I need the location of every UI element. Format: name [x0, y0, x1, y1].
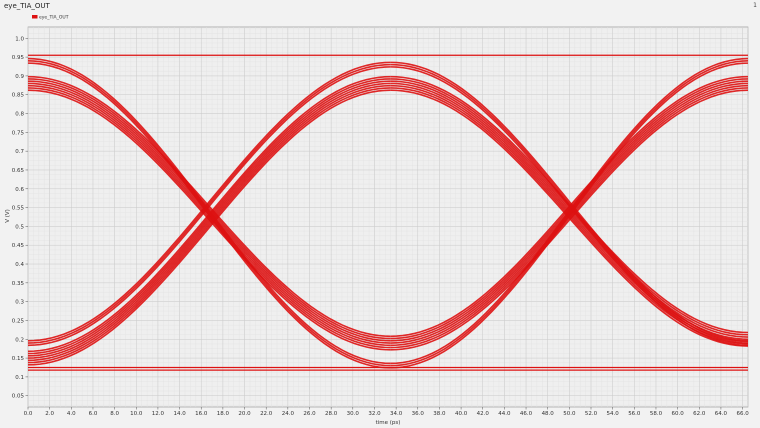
y-axis-label: V (V) [5, 209, 11, 223]
y-tick-label: 0.55 [12, 206, 25, 212]
eye-trace-fall [390, 89, 749, 347]
y-tick-label: 0.3 [15, 300, 24, 306]
eye-trace-fall [27, 89, 391, 351]
y-tick-label: 0.45 [12, 243, 25, 249]
x-tick-label: 52.0 [585, 411, 598, 417]
x-tick-label: 0.0 [24, 411, 33, 417]
x-tick-label: 56.0 [628, 411, 641, 417]
x-tick-label: 34.0 [390, 411, 403, 417]
y-tick-label: 0.35 [12, 281, 25, 287]
y-tick-label: 0.15 [12, 356, 25, 362]
y-tick-label: 0.25 [12, 318, 25, 324]
eye-trace-rise [27, 87, 391, 364]
x-tick-label: 38.0 [433, 411, 446, 417]
eye-trace-rise [390, 57, 749, 365]
y-tick-label: 0.75 [12, 130, 25, 136]
x-axis-ticks: 0.0 2.0 4.0 6.0 8.0 10.0 12.0 14.0 16.0 18.0 20.0 2… [24, 407, 749, 417]
y-tick-label: 0.7 [15, 149, 24, 155]
eye-trace-rise [27, 63, 391, 344]
y-tick-label: 0.9 [15, 74, 24, 80]
x-tick-label: 46.0 [520, 411, 533, 417]
eye-trace-rise [390, 62, 749, 369]
eye-trace-rise [390, 60, 749, 367]
x-tick-label: 22.0 [260, 411, 273, 417]
y-tick-label: 0.95 [12, 55, 25, 61]
x-tick-label: 62.0 [693, 411, 706, 417]
x-tick-label: 24.0 [282, 411, 295, 417]
eye-trace-rise [27, 61, 391, 342]
y-tick-label: 0.1 [15, 375, 24, 381]
y-tick-label: 0.6 [15, 187, 24, 193]
x-tick-label: 20.0 [238, 411, 251, 417]
x-tick-label: 12.0 [152, 411, 165, 417]
x-tick-label: 40.0 [455, 411, 468, 417]
x-tick-label: 28.0 [325, 411, 338, 417]
x-tick-label: 18.0 [217, 411, 230, 417]
y-tick-label: 0.8 [15, 112, 24, 118]
x-tick-label: 58.0 [650, 411, 663, 417]
eye-trace-fall [390, 63, 749, 344]
eye-trace-fall [390, 66, 749, 347]
x-tick-label: 54.0 [607, 411, 620, 417]
eye-trace-fall [27, 57, 391, 365]
eye-trace-rise [27, 66, 391, 347]
eye-trace-fall [27, 62, 391, 369]
eye-trace-fall [390, 80, 749, 338]
x-tick-label: 32.0 [368, 411, 381, 417]
x-tick-label: 50.0 [563, 411, 576, 417]
eye-traces [27, 54, 749, 371]
x-tick-label: 48.0 [542, 411, 555, 417]
x-tick-label: 6.0 [89, 411, 98, 417]
eye-trace-rise [27, 89, 391, 366]
eye-trace-rise [390, 89, 749, 351]
x-tick-label: 16.0 [195, 411, 208, 417]
eye-trace-rise [27, 84, 391, 362]
y-axis-ticks: 0.05 0.1 0.15 0.2 0.25 0.3 0.35 0.4 0.45 0.5 0.55 0… [12, 36, 28, 400]
y-tick-label: 0.2 [15, 337, 24, 343]
eye-trace-fall [390, 61, 749, 342]
x-tick-label: 30.0 [347, 411, 360, 417]
window-header: eye_TIA_OUT 1 [0, 0, 760, 12]
y-tick-label: 0.65 [12, 168, 25, 174]
legend[interactable]: eye_TIA_OUT [32, 15, 69, 21]
legend-swatch [32, 15, 38, 19]
x-tick-label: 36.0 [412, 411, 425, 417]
x-tick-label: 44.0 [498, 411, 511, 417]
y-tick-label: 1.0 [15, 36, 24, 42]
y-tick-label: 0.5 [15, 224, 24, 230]
x-tick-label: 14.0 [173, 411, 186, 417]
y-tick-label: 0.85 [12, 93, 25, 99]
x-tick-label: 26.0 [303, 411, 316, 417]
x-tick-label: 10.0 [130, 411, 143, 417]
x-axis-label: time (ps) [376, 420, 401, 426]
x-tick-label: 2.0 [45, 411, 54, 417]
x-tick-label: 64.0 [715, 411, 728, 417]
x-tick-label: 66.0 [736, 411, 749, 417]
x-tick-label: 60.0 [671, 411, 684, 417]
x-tick-label: 8.0 [110, 411, 119, 417]
eye-trace-fall [27, 60, 391, 367]
legend-label: eye_TIA_OUT [39, 15, 69, 21]
y-tick-label: 0.4 [15, 262, 24, 268]
y-tick-label: 0.05 [12, 394, 25, 400]
page-number: 1 [753, 2, 757, 9]
x-tick-label: 42.0 [477, 411, 490, 417]
eye-trace-fall [27, 87, 391, 349]
window-title: eye_TIA_OUT [4, 2, 50, 10]
eye-trace-fall [27, 78, 391, 340]
x-tick-label: 4.0 [67, 411, 76, 417]
